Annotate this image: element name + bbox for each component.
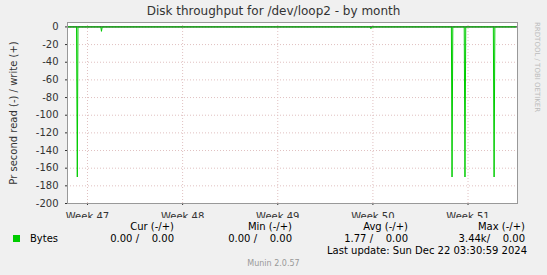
html-text:0.00 / 0.00: 0.00 / 0.00 [228,233,292,244]
html-text:Avg (-/+): Avg (-/+) [363,221,408,232]
svg-text:-140: -140 [36,145,59,156]
html-text:Min (-/+): Min (-/+) [247,221,292,232]
svg-text:-160: -160 [36,162,59,173]
html-text:Max (-/+): Max (-/+) [478,221,525,232]
html-text:Cur (-/+): Cur (-/+) [130,221,174,232]
html-text:0.00 / 0.00: 0.00 / 0.00 [110,233,174,244]
svg-text:0: 0 [52,21,58,32]
html-text:Last update: Sun Dec 22 03:30:: Last update: Sun Dec 22 03:30:59 2024 [327,245,527,256]
svg-text:Week 49: Week 49 [256,211,299,218]
html-text:3.44k/ 0.00: 3.44k/ 0.00 [458,233,525,244]
svg-text:Week 48: Week 48 [161,211,204,218]
svg-text:-20: -20 [42,39,58,50]
svg-text:-60: -60 [42,74,58,85]
svg-text:-100: -100 [36,109,59,120]
svg-text:-120: -120 [36,127,59,138]
svg-text:-200: -200 [36,198,59,209]
html-text:Munin 2.0.57: Munin 2.0.57 [247,259,300,268]
svg-text:Week 51: Week 51 [446,211,489,218]
svg-text:-40: -40 [42,56,58,67]
svg-text:Week 47: Week 47 [66,211,109,218]
html-text:1.77 / 0.00: 1.77 / 0.00 [344,233,408,244]
svg-text:Pr second read (-) / write (+): Pr second read (-) / write (+) [8,41,19,184]
html-text:Bytes: Bytes [30,233,59,244]
html-text:RRDTOOL / TOBI OETIKER: RRDTOOL / TOBI OETIKER [533,22,541,113]
svg-text:-180: -180 [36,180,59,191]
html-text:Disk throughput for /dev/loop2: Disk throughput for /dev/loop2 - by mont… [146,4,401,18]
svg-text:Week 50: Week 50 [351,211,394,218]
svg-text:-80: -80 [42,92,58,103]
